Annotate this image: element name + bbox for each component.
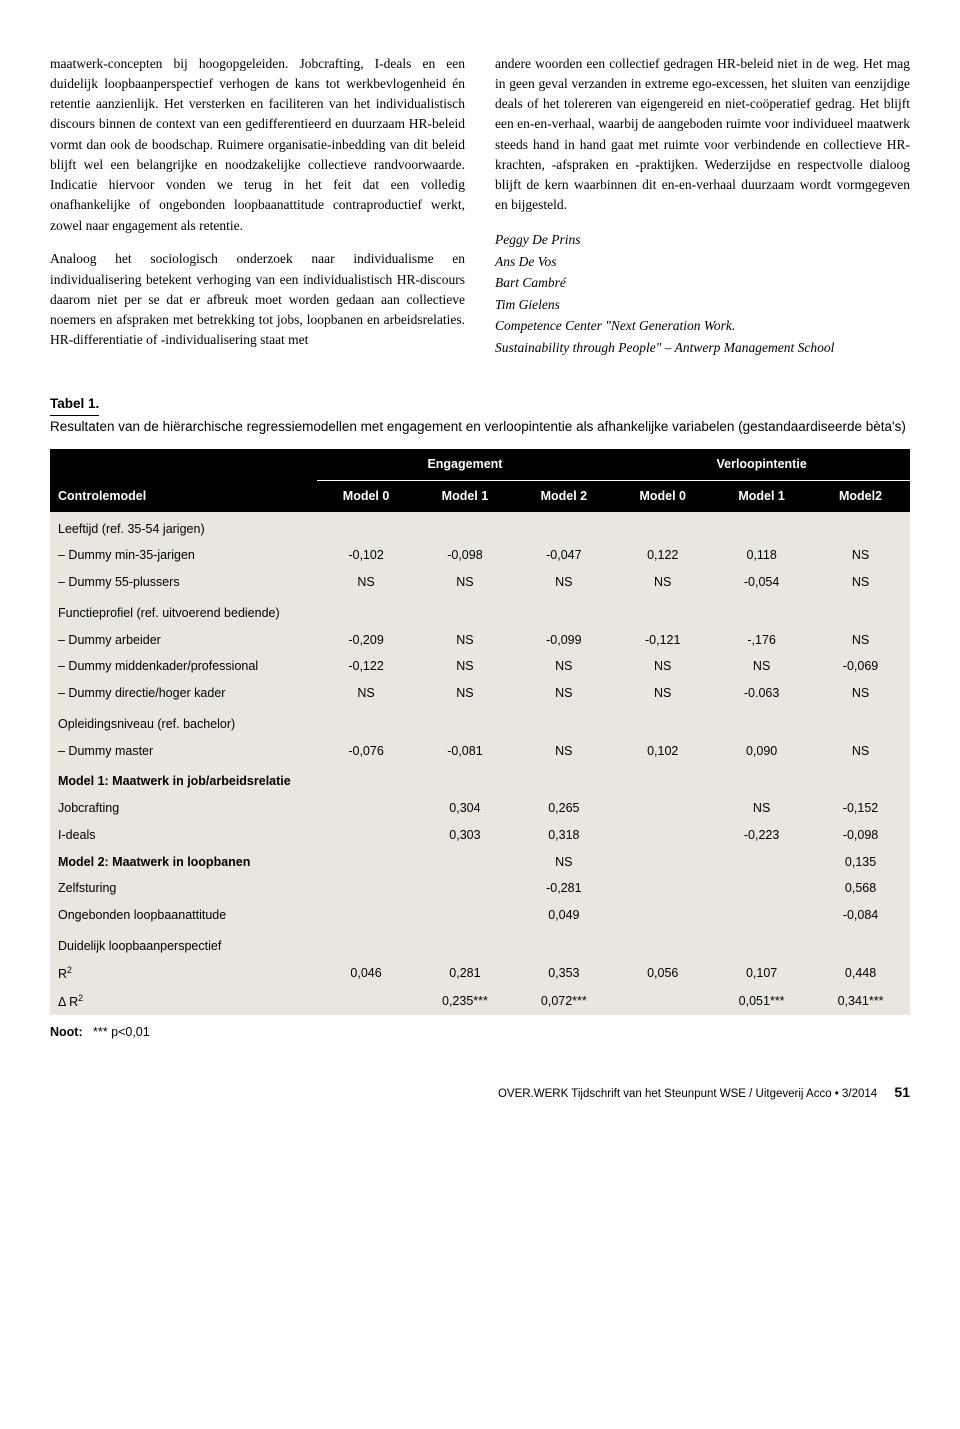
section-label: Model 1: Maatwerk in job/arbeidsrelatie xyxy=(50,764,317,795)
page-number: 51 xyxy=(894,1084,910,1100)
author: Ans De Vos xyxy=(495,251,910,273)
table-row: Model 2: Maatwerk in loopbanen NS 0,135 xyxy=(50,849,910,876)
section-label: Opleidingsniveau (ref. bachelor) xyxy=(50,707,317,738)
rowlabel-header: Controlemodel xyxy=(50,449,317,512)
col-group-verloop: Verloopintentie xyxy=(613,449,910,480)
col-header: Model 1 xyxy=(416,480,515,511)
col-header: Model2 xyxy=(811,480,910,511)
section-label: Duidelijk loopbaanperspectief xyxy=(50,929,317,960)
paragraph: andere woorden een collectief gedragen H… xyxy=(495,54,910,216)
affiliation: Competence Center "Next Generation Work. xyxy=(495,315,910,337)
table-row: I-deals 0,303 0,318 -0,223 -0,098 xyxy=(50,822,910,849)
table-row: – Dummy arbeider -0,209 NS -0,099 -0,121… xyxy=(50,627,910,654)
table-row: – Dummy 55-plussers NS NS NS NS -0,054 N… xyxy=(50,569,910,596)
table-row: – Dummy middenkader/professional -0,122 … xyxy=(50,653,910,680)
author: Peggy De Prins xyxy=(495,229,910,251)
affiliation: Sustainability through People" – Antwerp… xyxy=(495,337,910,359)
section-label: Leeftijd (ref. 35-54 jarigen) xyxy=(50,512,317,543)
author: Tim Gielens xyxy=(495,294,910,316)
left-column: maatwerk-concepten bij hoogopgeleiden. J… xyxy=(50,40,465,364)
col-header: Model 0 xyxy=(317,480,416,511)
note-text: *** p<0,01 xyxy=(93,1025,150,1039)
table-row: – Dummy min-35-jarigen -0,102 -0,098 -0,… xyxy=(50,542,910,569)
delta-r2-label: Δ R2 xyxy=(50,988,317,1016)
table-section: Tabel 1. Resultaten van de hiërarchische… xyxy=(50,394,910,1042)
note-label: Noot: xyxy=(50,1025,83,1039)
col-group-engagement: Engagement xyxy=(317,449,614,480)
table-label: Tabel 1. xyxy=(50,394,99,416)
col-header: Model 0 xyxy=(613,480,712,511)
table-label-line: Tabel 1. xyxy=(50,394,910,416)
authors-block: Peggy De Prins Ans De Vos Bart Cambré Ti… xyxy=(495,229,910,359)
table-row: – Dummy directie/hoger kader NS NS NS NS… xyxy=(50,680,910,707)
paragraph: Analoog het sociologisch onderzoek naar … xyxy=(50,249,465,350)
text-columns: maatwerk-concepten bij hoogopgeleiden. J… xyxy=(50,40,910,364)
r2-label: R2 xyxy=(50,960,317,988)
table-note: Noot: *** p<0,01 xyxy=(50,1023,910,1042)
section-label: Functieprofiel (ref. uitvoerend bediende… xyxy=(50,596,317,627)
regression-table: Controlemodel Engagement Verloopintentie… xyxy=(50,449,910,1015)
col-header: Model 2 xyxy=(514,480,613,511)
table-caption: Resultaten van de hiërarchische regressi… xyxy=(50,418,910,437)
table-row: R2 0,046 0,281 0,353 0,056 0,107 0,448 xyxy=(50,960,910,988)
table-row: – Dummy master -0,076 -0,081 NS 0,102 0,… xyxy=(50,738,910,765)
col-header: Model 1 xyxy=(712,480,811,511)
table-row: Zelfsturing -0,281 0,568 xyxy=(50,875,910,902)
table-row: Δ R2 0,235*** 0,072*** 0,051*** 0,341*** xyxy=(50,988,910,1016)
author: Bart Cambré xyxy=(495,272,910,294)
right-column: andere woorden een collectief gedragen H… xyxy=(495,40,910,364)
footer-text: OVER.WERK Tijdschrift van het Steunpunt … xyxy=(498,1088,877,1100)
table-row: Jobcrafting 0,304 0,265 NS -0,152 xyxy=(50,795,910,822)
table-row: Ongebonden loopbaanattitude 0,049 -0,084 xyxy=(50,902,910,929)
page-footer: OVER.WERK Tijdschrift van het Steunpunt … xyxy=(50,1082,910,1103)
paragraph: maatwerk-concepten bij hoogopgeleiden. J… xyxy=(50,54,465,236)
